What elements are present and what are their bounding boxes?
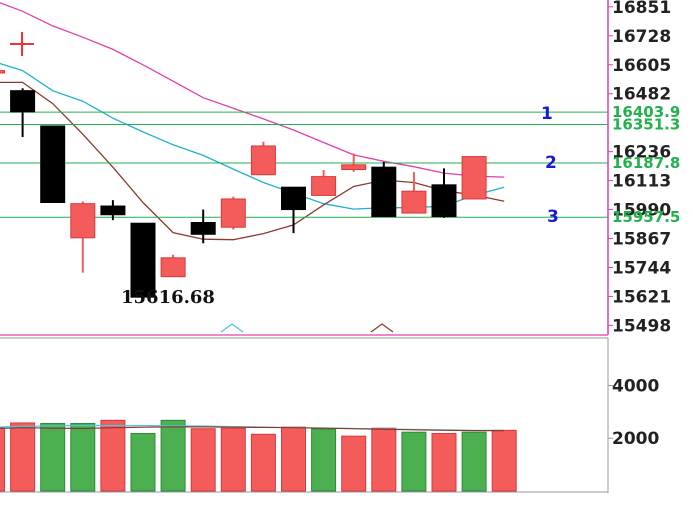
low-price-annotation: 15616.68 (121, 287, 215, 308)
volume-bar (160, 419, 186, 492)
volume-bar (341, 435, 367, 492)
volume-bar (70, 422, 96, 492)
candle-body (341, 164, 367, 171)
volume-bar (40, 422, 66, 492)
volume-tick-label: 2000 (612, 429, 659, 449)
volume-bar (10, 422, 36, 492)
chart-frame (0, 0, 613, 493)
price-level-label: 16403.9 (612, 103, 680, 121)
price-tick-label: 15744 (612, 258, 671, 278)
price-tick-label: 15498 (612, 316, 671, 336)
candle-body (371, 166, 397, 218)
candle-body (40, 125, 66, 203)
price-tick-label: 16728 (612, 27, 671, 47)
price-tick-label: 15867 (612, 230, 671, 250)
candle-body (250, 145, 276, 176)
candle-body (0, 70, 5, 74)
price-level-label: 16187.8 (612, 154, 680, 172)
candle-body (311, 176, 337, 196)
price-tick-label: 15621 (612, 287, 671, 307)
price-tick-label: 16851 (612, 0, 671, 18)
candle-body (281, 186, 306, 211)
candle-body (70, 203, 96, 239)
volume-bar (401, 431, 427, 492)
volume-bar (190, 428, 216, 492)
price-tick-label: 15990 (612, 201, 671, 221)
volume-ma-short-line (0, 426, 505, 432)
price-panel (0, 2, 608, 333)
volume-bar (311, 428, 337, 492)
price-level-marker: 2 (545, 153, 557, 173)
volume-bar (250, 433, 276, 492)
volume-bar (130, 432, 156, 492)
volume-bar (281, 426, 306, 492)
volume-panel (0, 419, 517, 492)
cross-marker-icon (10, 32, 34, 56)
ma-short-line (0, 81, 505, 241)
price-level-marker: 3 (547, 207, 559, 227)
volume-bar (100, 419, 126, 492)
ma-long-line (0, 2, 505, 178)
price-level-label: 16351.3 (612, 115, 680, 133)
price-tick-label: 16113 (612, 172, 671, 192)
candle-body (401, 190, 427, 214)
candle-body (431, 184, 457, 218)
candle-body (10, 90, 36, 113)
volume-bar (431, 432, 457, 492)
volume-bar (0, 427, 5, 492)
price-tick-label: 16236 (612, 143, 671, 163)
caret-marker-icon (220, 323, 244, 333)
candle-body (220, 198, 246, 228)
volume-bar (371, 427, 397, 492)
price-level-marker: 1 (541, 104, 553, 124)
price-level-label: 15957.5 (612, 208, 680, 226)
caret-marker-icon (370, 323, 394, 333)
volume-bar (491, 429, 517, 492)
price-tick-label: 16605 (612, 56, 671, 76)
volume-tick-label: 4000 (612, 376, 659, 396)
candle-body (160, 257, 186, 278)
chart-labels: 16851 16728 16605 16482 16236 16113 15990 15867… (121, 0, 680, 449)
candle-body (130, 222, 156, 298)
volume-bar (220, 427, 246, 492)
volume-bar (461, 431, 487, 492)
candle-body (461, 156, 487, 200)
price-tick-label: 16482 (612, 85, 671, 105)
candle-body (100, 205, 126, 216)
candle-body (190, 222, 216, 235)
